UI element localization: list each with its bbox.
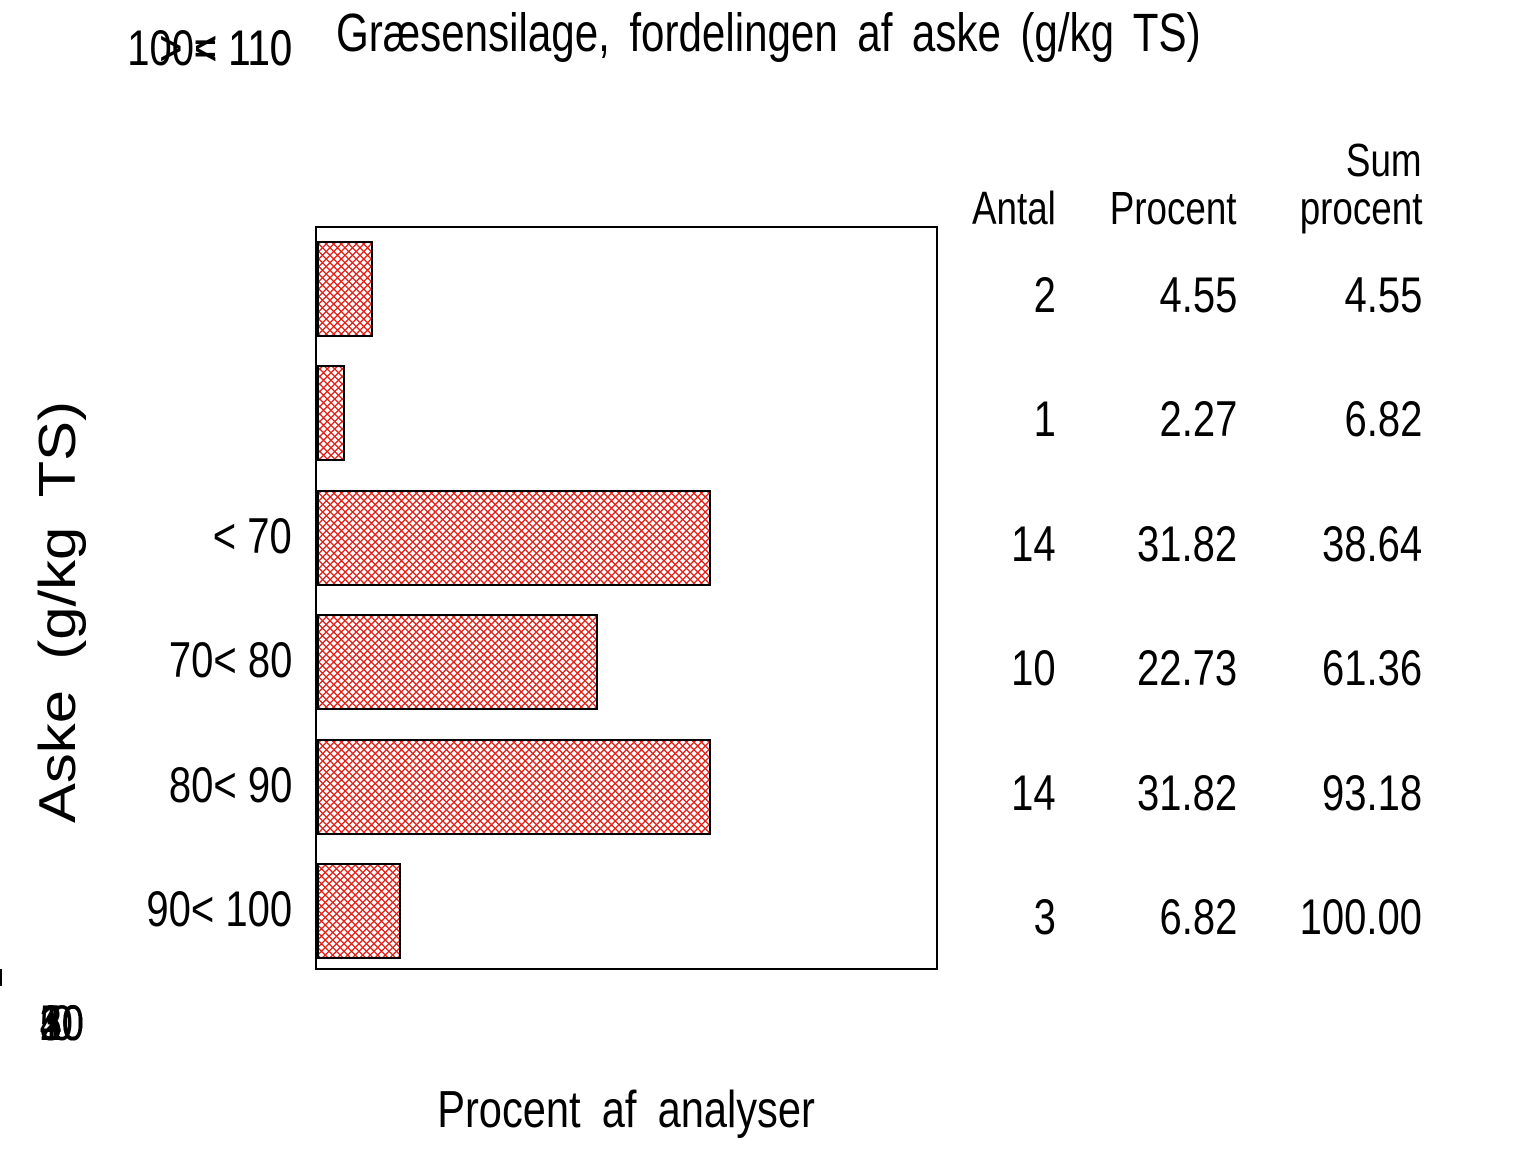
table-cell-sum-procent: 93.18 — [1321, 765, 1422, 821]
table-cell-sum-procent: 38.64 — [1321, 516, 1422, 572]
table-cell-sum-procent: 61.36 — [1321, 640, 1422, 696]
chart-title: Græsensilage, fordelingen af aske (g/kg … — [0, 4, 1536, 62]
bar-90-100 — [317, 614, 599, 710]
table-cell-procent: 2.27 — [1159, 391, 1237, 447]
table-cell-procent: 4.55 — [1159, 267, 1237, 323]
x-axis-title: Procent af analyser — [315, 1080, 938, 1140]
y-tick-label: 100< 110 — [127, 20, 292, 76]
y-tick-label: < 70 — [213, 508, 292, 564]
y-tick-label: 80< 90 — [168, 757, 292, 813]
table-cell-antal: 14 — [1011, 765, 1057, 821]
table-header-sum-line1: Sum — [1346, 134, 1422, 186]
y-tick-label: 90< 100 — [146, 881, 292, 937]
table-cell-sum-procent: 100.00 — [1299, 889, 1422, 945]
x-tick-label: 10 — [39, 995, 85, 1051]
x-axis-title-text: Procent af analyser — [437, 1081, 816, 1139]
bar-lt70 — [317, 241, 374, 337]
x-tick-label: 50 — [39, 995, 85, 1051]
bar-70-80 — [317, 365, 346, 461]
x-tick-label: 30 — [39, 995, 85, 1051]
y-tick-label: 70< 80 — [168, 632, 292, 688]
table-cell-procent: 31.82 — [1136, 765, 1237, 821]
table-cell-procent: 31.82 — [1136, 516, 1237, 572]
table-cell-procent: 22.73 — [1136, 640, 1237, 696]
x-tick-label: 40 — [39, 995, 85, 1051]
table-header-sum-line2: procent — [1299, 182, 1422, 234]
x-tick-mark — [0, 969, 2, 986]
table-cell-antal: 1 — [1033, 391, 1056, 447]
table-cell-sum-procent: 6.82 — [1344, 391, 1422, 447]
table-cell-procent: 6.82 — [1159, 889, 1237, 945]
bar-80-90 — [317, 490, 711, 586]
plot-area — [315, 226, 938, 970]
table-cell-sum-procent: 4.55 — [1344, 267, 1422, 323]
table-cell-antal: 10 — [1011, 640, 1057, 696]
chart-title-text: Græsensilage, fordelingen af aske (g/kg … — [335, 3, 1201, 63]
bar-gte110 — [317, 863, 402, 959]
x-tick-label: 20 — [39, 995, 85, 1051]
y-tick-label: > = 110 — [159, 20, 292, 76]
table-cell-antal: 2 — [1033, 267, 1056, 323]
bar-100-110 — [317, 739, 711, 835]
table-header-procent: Procent — [1110, 182, 1237, 234]
x-tick-label: 0 — [50, 995, 74, 1051]
table-cell-antal: 3 — [1033, 889, 1056, 945]
table-cell-antal: 14 — [1011, 516, 1057, 572]
table-header-antal: Antal — [972, 182, 1056, 234]
